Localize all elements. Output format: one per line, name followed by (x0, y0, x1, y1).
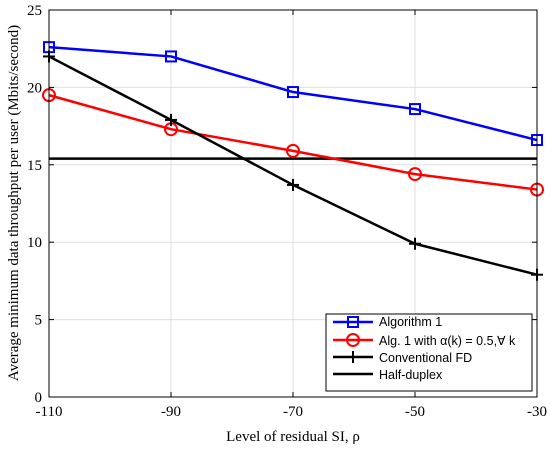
x-axis-label: Level of residual SI, ρ (226, 429, 360, 445)
y-tick-label: 5 (35, 313, 43, 329)
legend-label-half-duplex: Half-duplex (379, 368, 443, 382)
data-point-alg1-alpha (408, 167, 422, 182)
legend-marker-algorithm1 (347, 316, 359, 328)
data-point-conventional-fd (165, 113, 177, 126)
x-tick-label: -70 (283, 404, 303, 420)
data-point-algorithm1 (409, 103, 421, 116)
x-tick-label: -90 (161, 404, 181, 420)
x-tick-label: -50 (405, 404, 425, 420)
y-tick-label: 10 (27, 235, 42, 251)
data-point-algorithm1 (287, 86, 299, 99)
legend-markers (333, 316, 373, 376)
series-line-alg1-alpha (48, 93, 538, 191)
y-tick-label: 25 (27, 3, 42, 19)
legend-label-conventional-fd: Conventional FD (379, 351, 472, 365)
data-point-alg1-alpha (286, 143, 300, 158)
x-tick-label: -30 (527, 404, 547, 420)
legend-label-alg1-alpha: Alg. 1 with α(k) = 0.5,∀ k (379, 334, 516, 348)
y-tick-label: 20 (27, 80, 42, 96)
x-tick-label: -110 (36, 404, 63, 420)
series-line-algorithm1 (48, 45, 538, 142)
axis-ticks: -110 -90 -70 -50 -30 0 5 10 15 20 25 (27, 3, 547, 420)
y-axis-label: Average minimum data throughput per user… (6, 25, 22, 381)
y-tick-label: 0 (35, 390, 43, 406)
data-point-algorithm1 (165, 50, 177, 63)
legend: Algorithm 1 Alg. 1 with α(k) = 0.5,∀ k C… (325, 313, 533, 392)
legend-marker-conventional-fd (347, 351, 359, 363)
data-point-conventional-fd (287, 178, 299, 191)
y-tick-label: 15 (27, 158, 42, 174)
legend-marker-alg1-alpha (346, 333, 360, 347)
legend-label-algorithm1: Algorithm 1 (379, 315, 442, 329)
data-point-conventional-fd (409, 237, 421, 250)
legend-box (325, 313, 533, 392)
